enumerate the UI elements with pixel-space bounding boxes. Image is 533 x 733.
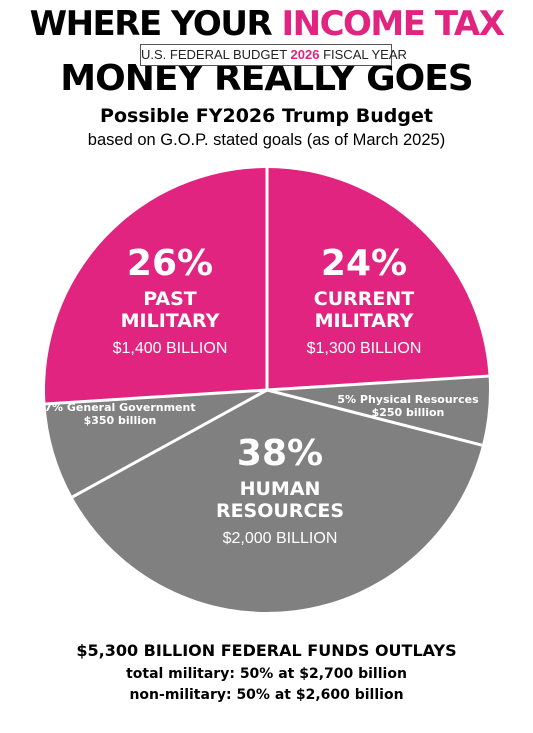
pie-slice <box>72 390 483 613</box>
slice-category-label: HUMAN <box>240 478 321 500</box>
slice-category-label: 5% Physical Resources <box>337 393 479 406</box>
slice-divider <box>71 388 268 499</box>
slice-percent-label: 26% <box>127 243 213 284</box>
fiscal-year-badge: U.S. FEDERAL BUDGET 2026 FISCAL YEAR <box>140 44 407 66</box>
slice-category-label: CURRENT <box>314 288 415 310</box>
footer-total: $5,300 BILLION FEDERAL FUNDS OUTLAYS <box>76 641 457 660</box>
pie-slice <box>267 376 489 446</box>
headline-accent: INCOME TAX <box>281 4 504 44</box>
pie-slice <box>45 168 267 404</box>
slice-divider <box>266 388 483 447</box>
footer-nonmilitary: non-military: 50% at $2,600 billion <box>129 687 404 703</box>
slice-value-label: $350 billion <box>84 414 157 427</box>
badge-prefix: U.S. FEDERAL BUDGET <box>141 47 291 62</box>
slice-percent-label: 24% <box>321 243 407 284</box>
chart-title: Possible FY2026 Trump Budget <box>100 105 433 127</box>
slice-category-label: RESOURCES <box>216 500 344 522</box>
footer-military: total military: 50% at $2,700 billion <box>126 666 407 682</box>
headline-prefix: WHERE YOUR <box>29 4 282 44</box>
slice-value-label: $250 billion <box>372 406 445 419</box>
slice-category-label: MILITARY <box>121 310 220 332</box>
badge-suffix: FISCAL YEAR <box>319 47 407 62</box>
chart-subtitle: based on G.O.P. stated goals (as of Marc… <box>87 131 446 149</box>
slice-category-label: PAST <box>143 288 197 310</box>
slice-percent-label: 38% <box>237 433 323 474</box>
pie-slice <box>267 168 489 390</box>
slice-category-label: 7% General Government <box>44 401 195 414</box>
slice-divider <box>266 374 489 392</box>
slice-value-label: $1,300 BILLION <box>307 340 422 357</box>
badge-year: 2026 <box>290 47 320 62</box>
slice-category-label: MILITARY <box>315 310 414 332</box>
headline-line1: WHERE YOUR INCOME TAX <box>0 4 533 44</box>
pie-slice <box>45 390 267 497</box>
slice-value-label: $2,000 BILLION <box>223 530 338 547</box>
slice-divider <box>45 388 268 406</box>
slice-value-label: $1,400 BILLION <box>113 340 228 357</box>
